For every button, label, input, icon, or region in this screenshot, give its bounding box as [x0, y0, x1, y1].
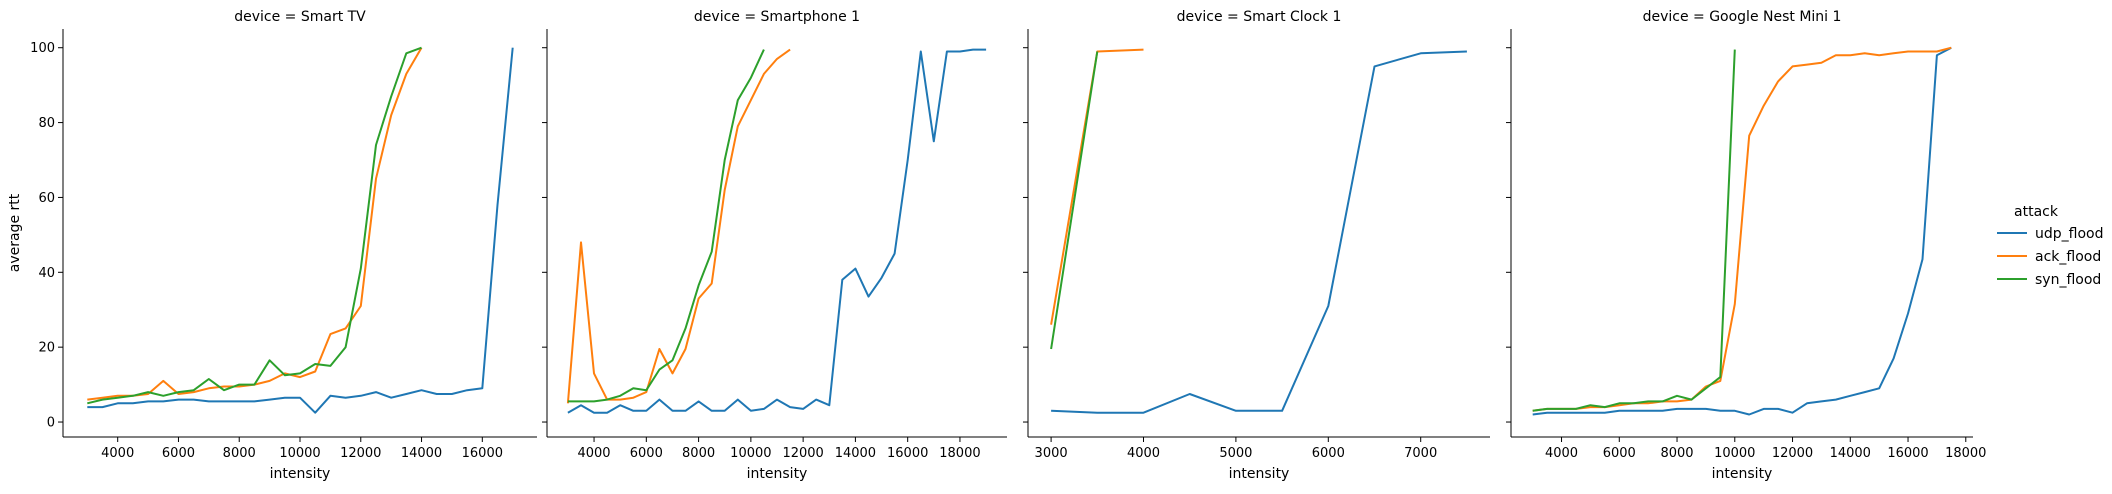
x-tick-label: 6000 — [630, 446, 663, 461]
x-axis-title: intensity — [270, 466, 331, 482]
x-tick-label: 4000 — [1127, 446, 1160, 461]
series-line-udp-flood — [1532, 46, 1952, 416]
panel-title: device = Smart Clock 1 — [1177, 9, 1342, 25]
x-tick-label: 14000 — [1830, 446, 1871, 461]
series-line-syn-flood — [87, 46, 422, 405]
x-tick-label: 6000 — [1603, 446, 1636, 461]
x-tick-label: 14000 — [835, 446, 876, 461]
series-line-udp-flood — [567, 48, 987, 414]
legend-entry-syn-flood: syn_flood — [2035, 272, 2101, 288]
panel-title: device = Google Nest Mini 1 — [1643, 9, 1842, 25]
x-tick-label: 4000 — [101, 446, 134, 461]
series-line-syn-flood — [1532, 49, 1736, 412]
y-tick-label: 20 — [38, 341, 55, 356]
x-tick-label: 8000 — [682, 446, 715, 461]
x-tick-label: 16000 — [887, 446, 928, 461]
y-tick-label: 0 — [47, 416, 55, 431]
series-line-ack-flood — [1532, 46, 1952, 412]
series-line-syn-flood — [567, 49, 765, 403]
x-tick-label: 18000 — [1945, 446, 1986, 461]
series-line-udp-flood — [87, 47, 514, 414]
series-line-ack-flood — [566, 48, 791, 404]
panel-title: device = Smartphone 1 — [694, 9, 860, 25]
x-tick-label: 7000 — [1404, 446, 1437, 461]
legend-entry-ack-flood: ack_flood — [2035, 249, 2101, 265]
x-axis-title: intensity — [1712, 466, 1773, 482]
x-tick-label: 5000 — [1219, 446, 1252, 461]
legend-title: attack — [2014, 204, 2059, 220]
x-tick-label: 3000 — [1035, 446, 1068, 461]
x-tick-label: 12000 — [1772, 446, 1813, 461]
x-tick-label: 8000 — [223, 446, 256, 461]
x-tick-label: 12000 — [782, 446, 823, 461]
x-tick-label: 16000 — [462, 446, 503, 461]
panel-title: device = Smart TV — [234, 9, 366, 25]
series-line-syn-flood — [1050, 51, 1099, 350]
x-tick-label: 4000 — [1545, 446, 1578, 461]
x-tick-label: 6000 — [1312, 446, 1345, 461]
y-tick-label: 80 — [38, 116, 55, 131]
x-tick-label: 10000 — [279, 446, 320, 461]
series-line-ack-flood — [87, 47, 423, 401]
series-line-udp-flood — [1051, 50, 1467, 414]
x-tick-label: 12000 — [340, 446, 381, 461]
y-tick-label: 100 — [30, 41, 55, 56]
series-line-ack-flood — [1050, 48, 1144, 325]
x-tick-label: 8000 — [1660, 446, 1693, 461]
x-tick-label: 18000 — [939, 446, 980, 461]
y-tick-label: 60 — [38, 191, 55, 206]
x-tick-label: 10000 — [730, 446, 771, 461]
x-axis-title: intensity — [1229, 466, 1290, 482]
y-tick-label: 40 — [38, 266, 55, 281]
x-tick-label: 6000 — [162, 446, 195, 461]
x-tick-label: 14000 — [401, 446, 442, 461]
x-axis-title: intensity — [747, 466, 808, 482]
legend-entry-udp-flood: udp_flood — [2035, 226, 2103, 242]
x-tick-label: 10000 — [1714, 446, 1755, 461]
y-axis-title: average rtt — [7, 193, 23, 272]
x-tick-label: 16000 — [1887, 446, 1928, 461]
x-tick-label: 4000 — [577, 446, 610, 461]
